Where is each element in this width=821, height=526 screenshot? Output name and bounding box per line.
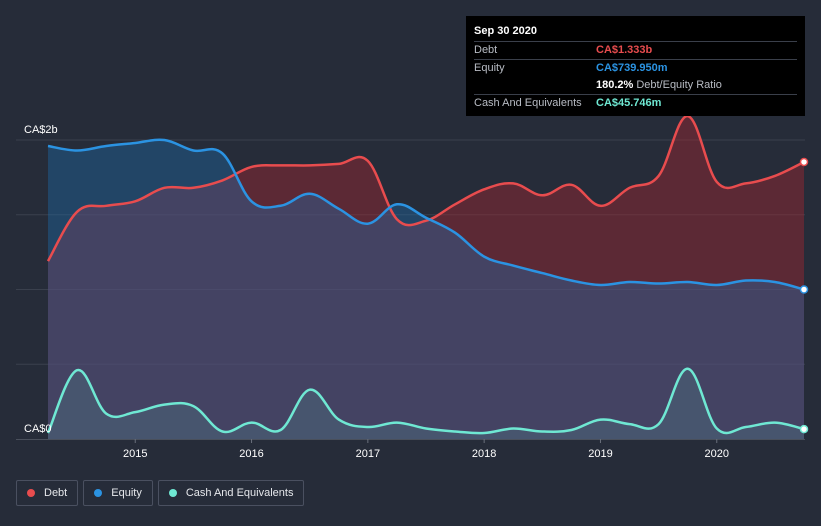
tooltip-debt-label: Debt	[474, 44, 498, 56]
x-tick-label-2015: 2015	[123, 448, 147, 460]
legend-debt-label: Debt	[44, 487, 68, 499]
series-areas	[48, 116, 804, 439]
tooltip-row-debt: Debt CA$1.333b	[474, 41, 797, 59]
x-tick-label-2018: 2018	[472, 448, 496, 460]
legend-item-equity[interactable]: Equity	[83, 480, 153, 506]
tooltip-row-equity: Equity CA$739.950m	[474, 59, 797, 77]
tooltip-equity-value: CA$739.950m	[596, 62, 668, 74]
tooltip-row-ratio: 180.2% Debt/Equity Ratio	[474, 77, 797, 94]
series-line-cash-and-equivalents	[46, 367, 805, 435]
end-marker-cash-and-equivalents	[799, 424, 809, 434]
x-axis: 2015 2016 2017 2018 2019 2020	[123, 439, 729, 460]
tooltip-cash-label: Cash And Equivalents	[474, 97, 582, 109]
end-marker-debt	[799, 157, 809, 167]
series-line-debt	[46, 114, 805, 262]
legend-equity-label: Equity	[111, 487, 142, 499]
tooltip-ratio-value: 180.2%	[596, 79, 634, 91]
tooltip-ratio-label	[474, 77, 596, 94]
series-area-equity	[48, 139, 804, 439]
tooltip: Sep 30 2020 Debt CA$1.333b Equity CA$739…	[466, 16, 805, 116]
end-markers	[799, 157, 809, 434]
tooltip-date: Sep 30 2020	[474, 25, 537, 37]
legend-item-debt[interactable]: Debt	[16, 480, 79, 506]
legend-equity-dot-icon	[94, 489, 103, 497]
legend: Debt Equity Cash And Equivalents	[16, 480, 309, 506]
series-lines	[46, 114, 805, 435]
x-tick-label-2019: 2019	[588, 448, 612, 460]
series-line-equity	[47, 138, 805, 291]
end-marker-equity	[799, 285, 809, 294]
y-label-zero: CA$0	[24, 423, 52, 435]
legend-cash-dot-icon	[168, 489, 177, 497]
x-tick-label-2017: 2017	[356, 448, 380, 460]
tooltip-equity-label: Equity	[474, 62, 505, 74]
x-tick-label-2020: 2020	[705, 448, 729, 460]
tooltip-cash-value: CA$45.746m	[596, 97, 662, 109]
legend-item-cash[interactable]: Cash And Equivalents	[157, 480, 305, 506]
legend-cash-label: Cash And Equivalents	[185, 487, 294, 499]
series-area-debt	[48, 116, 804, 439]
tooltip-ratio-suffix: Debt/Equity Ratio	[636, 79, 722, 91]
legend-debt-dot-icon	[27, 489, 35, 497]
y-label-max: CA$2b	[24, 124, 58, 136]
tooltip-debt-value: CA$1.333b	[596, 44, 653, 56]
x-tick-label-2016: 2016	[239, 448, 263, 460]
tooltip-row-cash: Cash And Equivalents CA$45.746m	[474, 94, 797, 112]
